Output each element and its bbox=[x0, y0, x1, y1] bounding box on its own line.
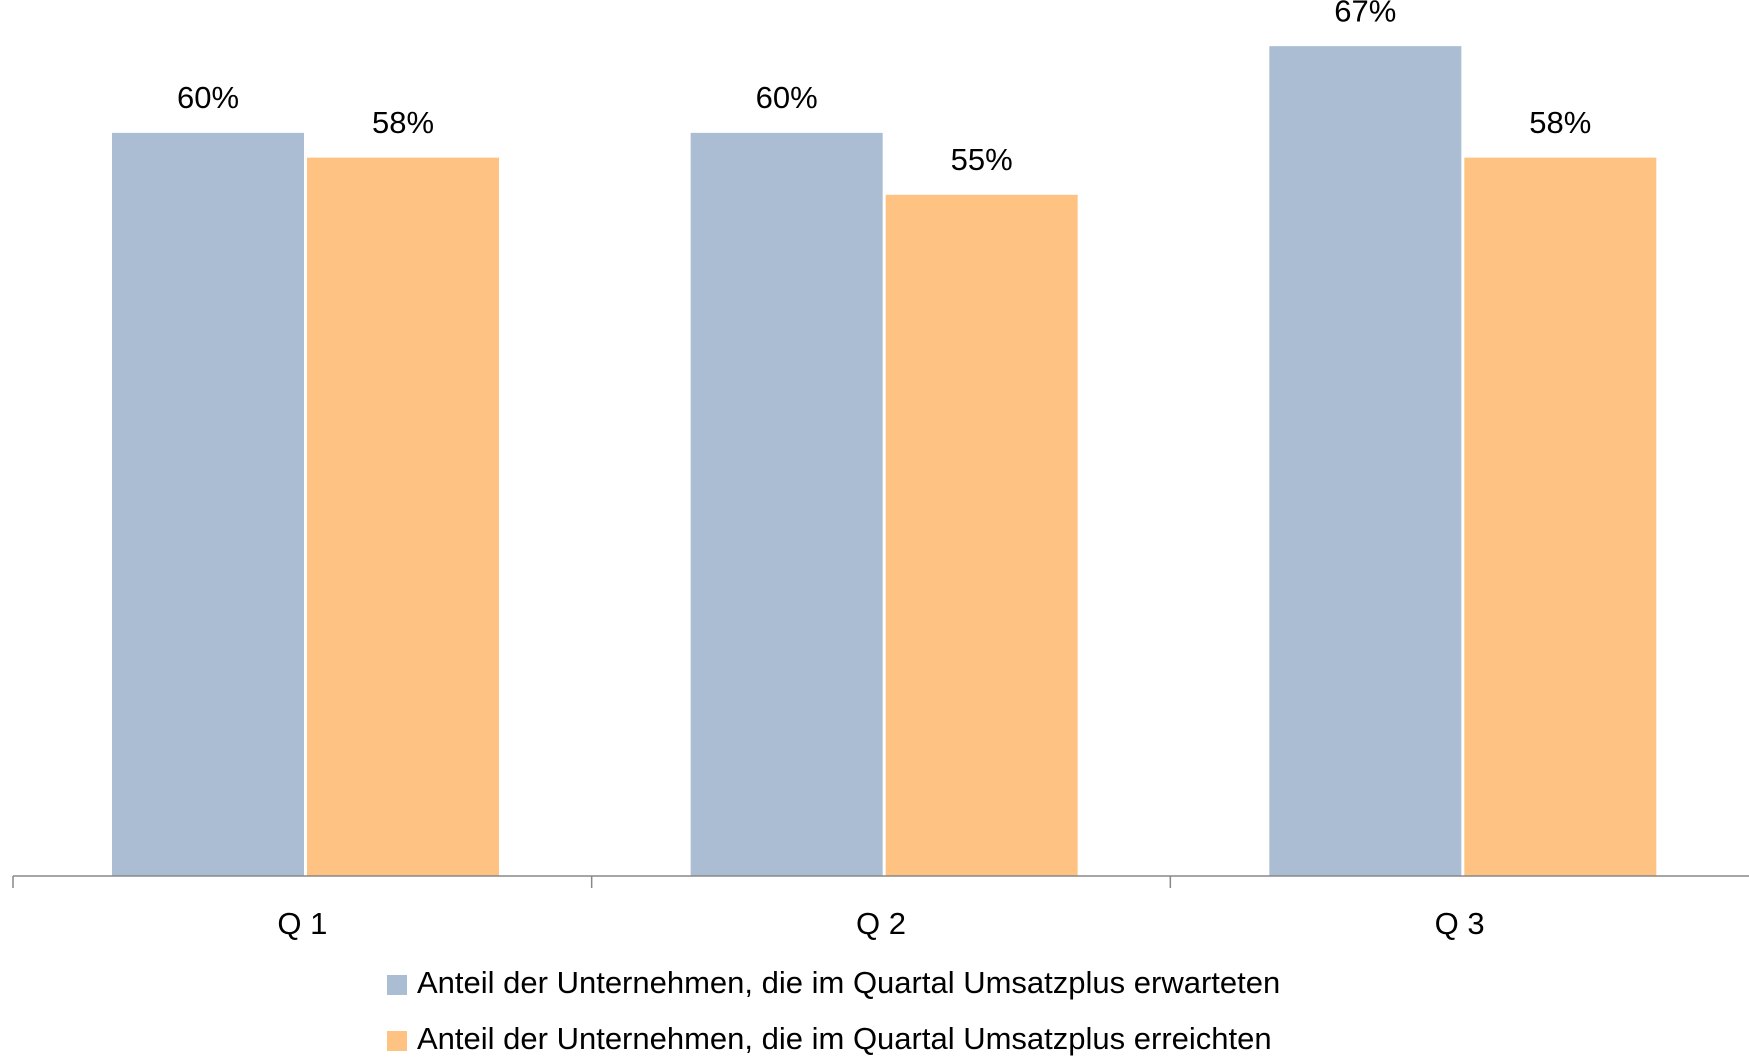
value-label: 60% bbox=[177, 80, 239, 115]
value-label: 58% bbox=[1529, 105, 1591, 140]
bar bbox=[307, 157, 499, 877]
bar bbox=[1269, 46, 1462, 876]
legend-label: Anteil der Unternehmen, die im Quartal U… bbox=[417, 965, 1280, 1000]
legend-label: Anteil der Unternehmen, die im Quartal U… bbox=[417, 1021, 1272, 1056]
x-tick-label: Q 3 bbox=[1435, 906, 1485, 941]
legend-swatch bbox=[387, 975, 407, 995]
x-tick-label: Q 1 bbox=[277, 906, 327, 941]
bar bbox=[690, 132, 883, 876]
value-label: 55% bbox=[951, 142, 1013, 177]
value-label: 60% bbox=[756, 80, 818, 115]
bar bbox=[112, 132, 304, 876]
bar bbox=[885, 194, 1078, 877]
value-label: 67% bbox=[1334, 0, 1396, 28]
legend-swatch bbox=[387, 1031, 407, 1051]
value-label: 58% bbox=[372, 105, 434, 140]
x-tick-label: Q 2 bbox=[856, 906, 906, 941]
bar bbox=[1464, 157, 1657, 877]
